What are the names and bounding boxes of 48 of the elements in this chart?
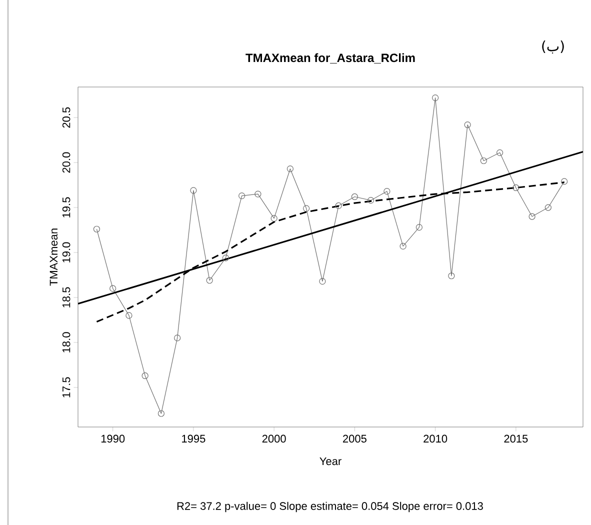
x-tick-label: 1995 xyxy=(182,434,206,443)
point xyxy=(254,190,262,198)
y-axis-title: TMAXmean xyxy=(50,228,58,286)
x-tick-label: 2010 xyxy=(424,434,448,443)
y-tick-label: 20.0 xyxy=(62,152,70,173)
y-tick-label: 17.5 xyxy=(62,377,70,398)
point xyxy=(528,213,536,220)
y-tick-label: 19.0 xyxy=(62,242,70,262)
point xyxy=(416,224,422,231)
point xyxy=(351,193,358,200)
point xyxy=(286,166,294,172)
point xyxy=(561,178,568,185)
y-tick-label: 18.0 xyxy=(62,332,70,352)
y-tick-label: 20.5 xyxy=(62,107,70,128)
point xyxy=(190,187,197,194)
point xyxy=(93,226,100,232)
point xyxy=(496,149,504,156)
point xyxy=(158,410,164,417)
point xyxy=(174,334,181,342)
point xyxy=(400,242,406,250)
point xyxy=(110,285,116,292)
point xyxy=(142,372,148,380)
x-tick-label: 2005 xyxy=(343,434,366,443)
point xyxy=(432,94,439,102)
point xyxy=(303,205,310,212)
point xyxy=(270,215,278,222)
point xyxy=(319,278,326,285)
point xyxy=(206,277,213,284)
point xyxy=(512,184,520,192)
chart-title: TMAXmean for_Astara_RClim xyxy=(246,53,415,64)
point xyxy=(448,272,455,280)
y-tick-label: 19.5 xyxy=(62,197,70,218)
point xyxy=(335,202,342,210)
y-tick-label: 18.5 xyxy=(62,287,70,308)
point xyxy=(126,312,132,319)
point xyxy=(464,121,471,128)
x-tick-label: 2015 xyxy=(504,434,528,443)
x-tick-label: 1990 xyxy=(101,434,125,443)
point xyxy=(238,192,246,200)
point xyxy=(480,157,487,164)
x-axis-title: Year xyxy=(320,457,342,466)
text: R2= 37.2 p-value= 0 Slope estimate= 0.054 Slope error= 0.013 xyxy=(177,502,483,512)
point xyxy=(384,188,390,195)
point xyxy=(544,204,552,211)
point xyxy=(222,254,229,262)
x-tick-label: 2000 xyxy=(262,434,286,443)
point xyxy=(368,197,374,204)
text: (ب) xyxy=(542,40,564,54)
